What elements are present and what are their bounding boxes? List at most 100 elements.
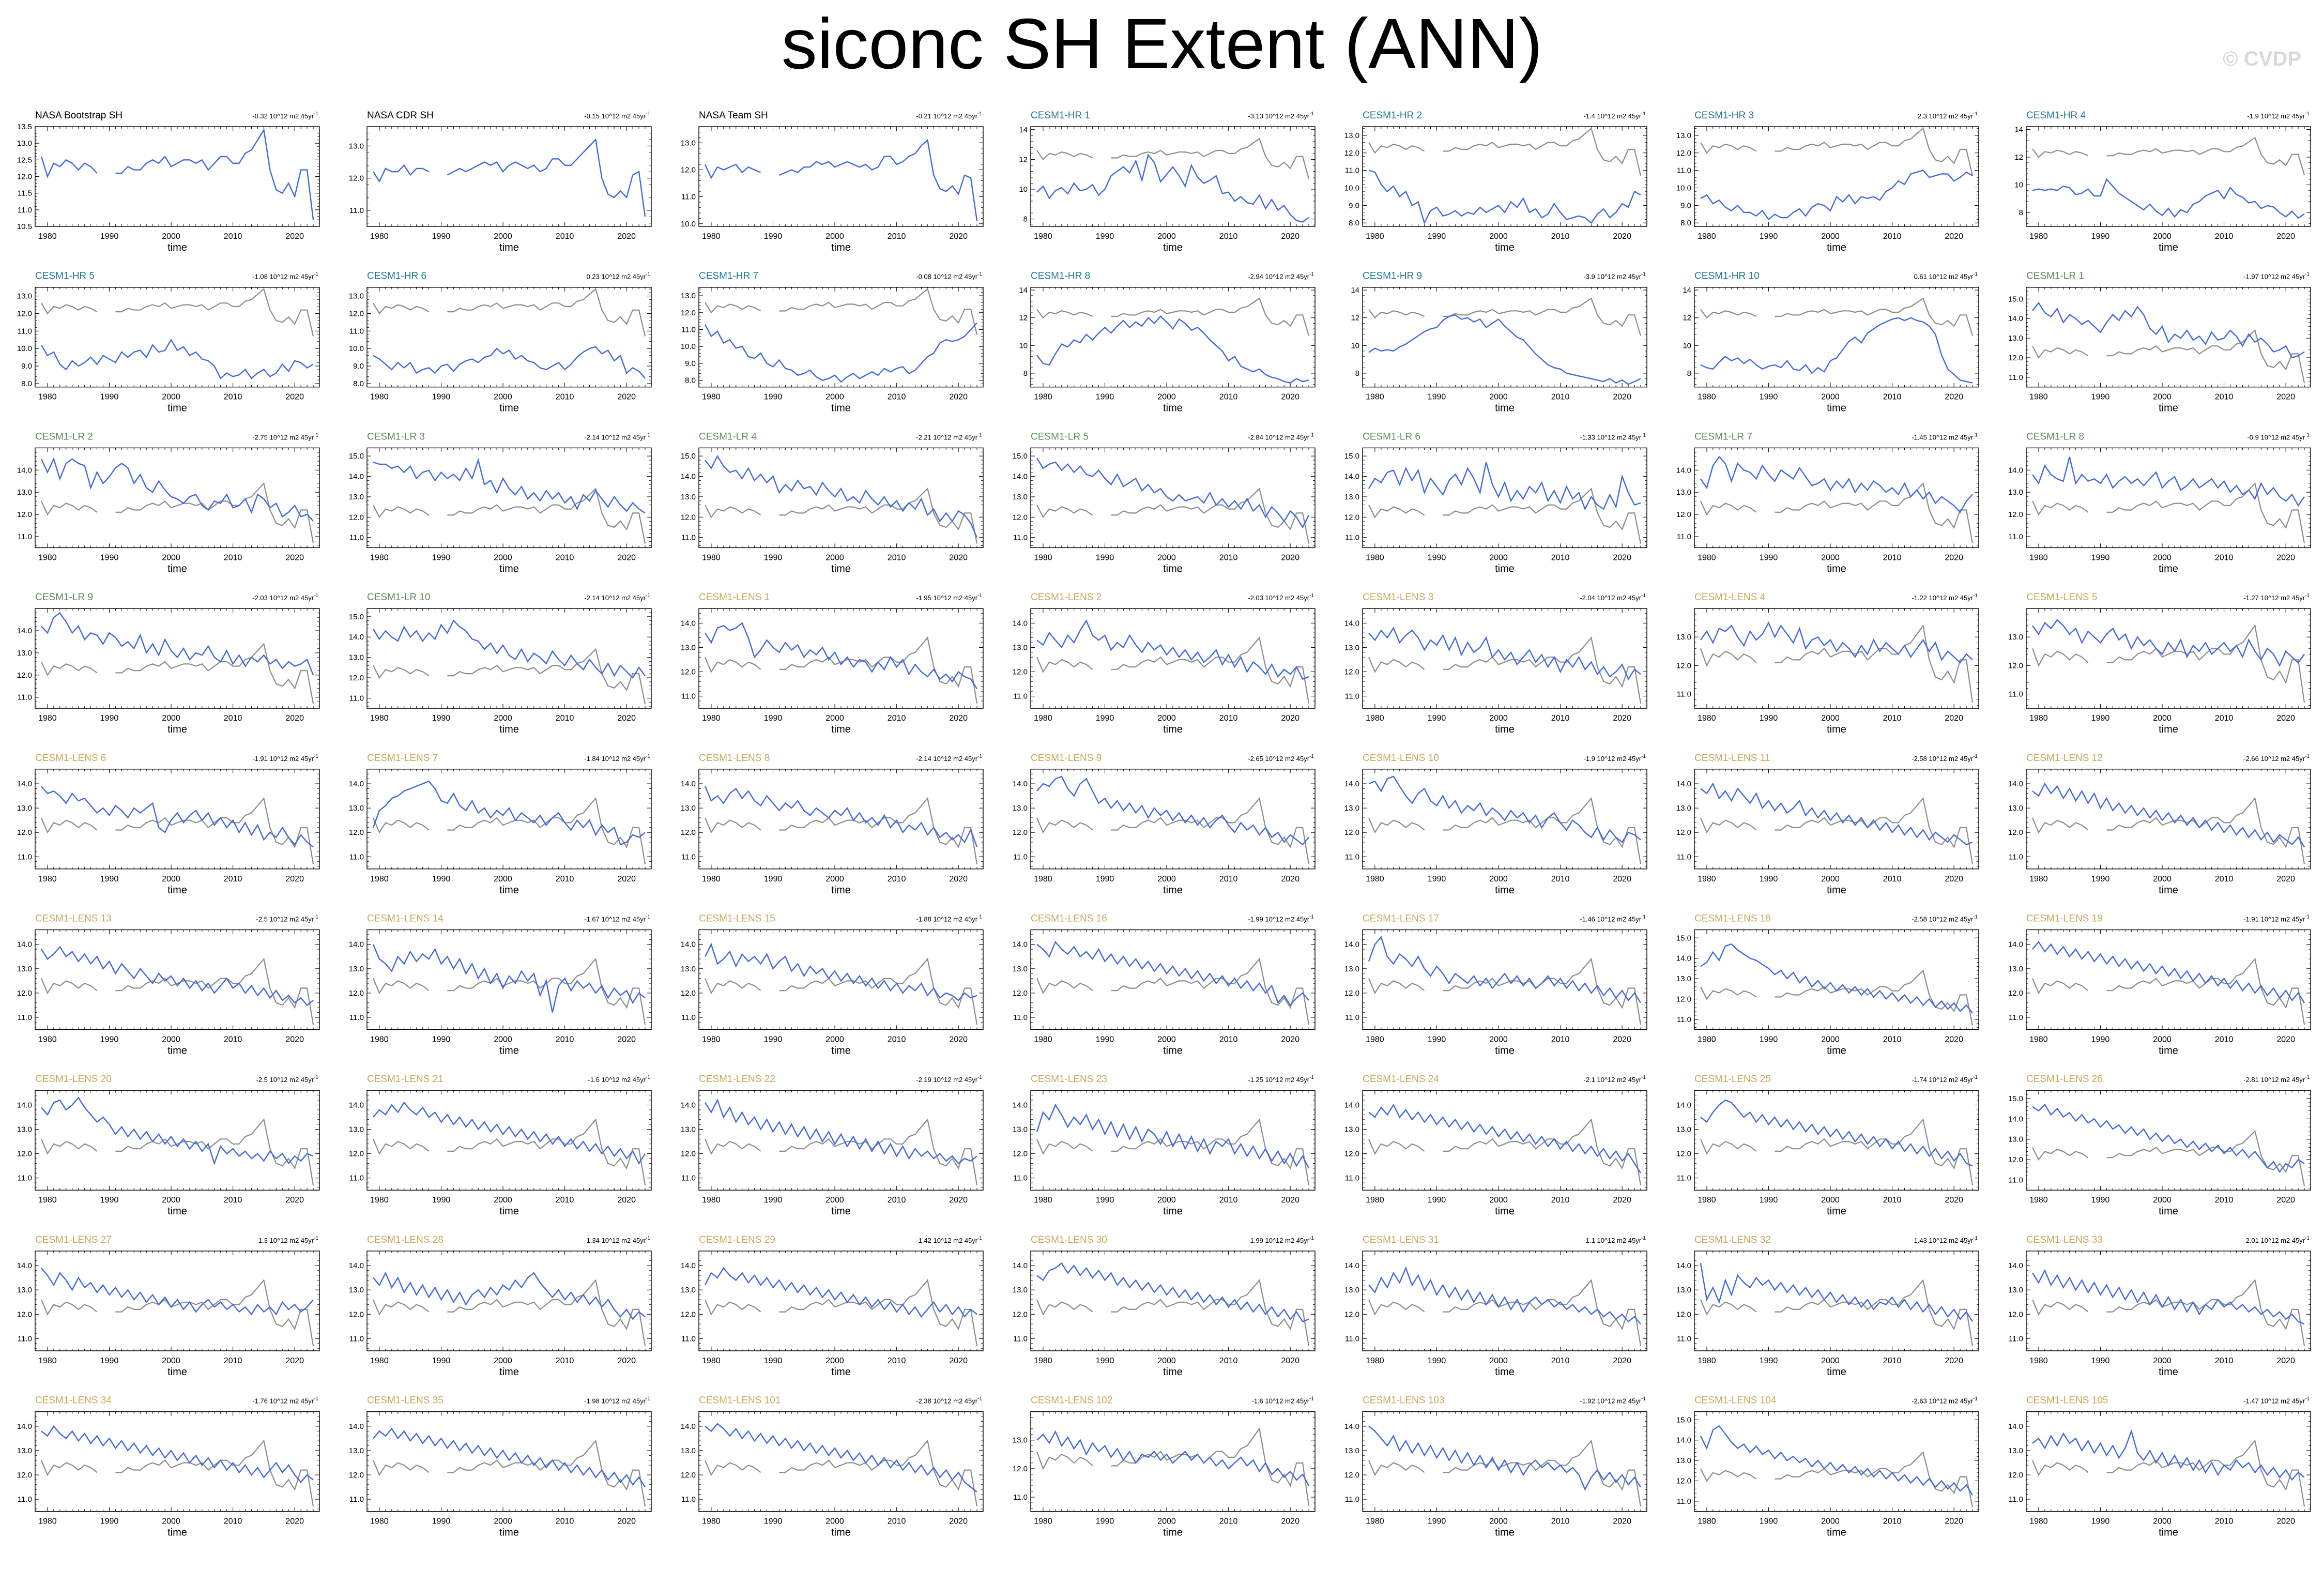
- x-axis-label: time: [499, 242, 519, 253]
- y-tick-label: 13.0: [17, 804, 32, 813]
- y-tick-label: 14.0: [349, 633, 364, 642]
- x-tick-label: 2010: [888, 393, 906, 402]
- x-tick-label: 2010: [2215, 714, 2234, 723]
- y-tick-label: 11.0: [1677, 532, 1691, 541]
- y-tick-label: 15.0: [349, 452, 364, 461]
- y-tick-label: 13.0: [2008, 334, 2023, 343]
- x-tick-label: 2020: [1281, 232, 1299, 241]
- x-axis-label: time: [1495, 242, 1515, 253]
- y-tick-label: 11.0: [18, 327, 32, 336]
- reference-series-line: [1368, 636, 1642, 704]
- x-tick-label: 1990: [100, 714, 119, 723]
- x-axis-label: time: [1827, 403, 1846, 414]
- x-tick-label: 2020: [1945, 393, 1963, 402]
- reference-series-line: [1036, 138, 1310, 179]
- x-tick-label: 1980: [2029, 232, 2048, 241]
- plot-frame: [1694, 447, 1979, 549]
- y-tick-label: 14.0: [1676, 466, 1691, 475]
- y-tick-label: 15.0: [1013, 452, 1028, 461]
- y-tick-label: 14: [2014, 125, 2023, 134]
- y-tick-label: 10.0: [1676, 184, 1691, 193]
- y-tick-label: 10.0: [681, 220, 696, 229]
- x-tick-label: 1980: [1698, 393, 1716, 402]
- y-tick-label: 9.0: [1349, 201, 1359, 210]
- plot-frame: [35, 126, 320, 227]
- x-tick-label: 1990: [764, 714, 783, 723]
- y-tick-label: 11.5: [18, 189, 32, 198]
- reference-series-line: [2032, 136, 2305, 176]
- y-tick-label: 11.0: [18, 693, 32, 702]
- y-tick-label: 15.0: [2008, 295, 2023, 303]
- trend-label: -2.21 10^12 m2 45yr-1: [916, 432, 982, 441]
- x-tick-label: 2010: [224, 875, 242, 883]
- series-line: [40, 457, 314, 522]
- panel-title: CESM1-LR 4: [699, 431, 757, 442]
- x-tick-label: 2020: [1613, 714, 1631, 723]
- y-tick-label: 12.0: [1676, 149, 1691, 158]
- x-tick-label: 2010: [1883, 393, 1902, 402]
- y-tick-label: 8: [1687, 369, 1691, 378]
- y-tick-label: 12.0: [1676, 510, 1691, 519]
- x-tick-label: 2020: [617, 875, 636, 883]
- trend-label: -0.32 10^12 m2 45yr-1: [252, 111, 318, 120]
- x-tick-label: 1980: [1034, 553, 1052, 562]
- x-tick-label: 1980: [1366, 714, 1384, 723]
- x-tick-label: 2020: [1613, 553, 1631, 562]
- x-tick-label: 2020: [1945, 714, 1963, 723]
- trend-label: -2.03 10^12 m2 45yr-1: [252, 593, 318, 602]
- y-tick-label: 11.0: [1013, 692, 1028, 701]
- y-tick-label: 11.0: [349, 852, 364, 861]
- series-line: [372, 138, 646, 217]
- y-tick-label: 13.0: [349, 653, 364, 662]
- x-axis-label: time: [499, 403, 519, 414]
- y-tick-label: 14.0: [17, 466, 32, 475]
- cvdp-watermark: © CVDP: [2223, 48, 2301, 71]
- series-line: [1700, 455, 1973, 513]
- trend-label: -1.08 10^12 m2 45yr-1: [252, 272, 318, 281]
- panel-title: CESM1-LR 10: [367, 592, 431, 603]
- panel-title: CESM1-LENS 4: [1694, 592, 1766, 603]
- x-tick-label: 1980: [2029, 553, 2048, 562]
- x-axis-label: time: [1495, 724, 1515, 735]
- x-tick-label: 2000: [1821, 232, 1840, 241]
- x-tick-label: 1990: [764, 553, 783, 562]
- x-tick-label: 2010: [1219, 714, 1238, 723]
- panel: CESM1-LR 6 -1.33 10^12 m2 45yr-1 1980 1990 2…: [1344, 431, 1647, 574]
- trend-label: -2.75 10^12 m2 45yr-1: [252, 432, 318, 441]
- trend-label: -0.21 10^12 m2 45yr-1: [916, 111, 982, 120]
- y-tick-label: 11.0: [681, 325, 696, 334]
- x-tick-label: 2000: [1489, 553, 1508, 562]
- y-tick-label: 14.0: [2008, 466, 2023, 475]
- series-line: [704, 139, 978, 221]
- y-tick-label: 13.0: [681, 139, 696, 147]
- panel: NASA Bootstrap SH -0.32 10^12 m2 45yr-1 19…: [17, 110, 320, 253]
- y-tick-label: 13.0: [1013, 493, 1028, 501]
- x-tick-label: 2020: [285, 232, 304, 241]
- trend-label: -0.08 10^12 m2 45yr-1: [916, 272, 982, 281]
- panel: NASA CDR SH -0.15 10^12 m2 45yr-1 1980 1990…: [349, 110, 652, 253]
- y-tick-label: 10: [1019, 185, 1028, 194]
- x-tick-label: 2000: [825, 553, 844, 562]
- plot-frame: [1694, 608, 1979, 709]
- x-tick-label: 2020: [949, 714, 968, 723]
- x-axis-label: time: [1163, 563, 1183, 574]
- y-tick-label: 12.0: [17, 671, 32, 680]
- y-tick-label: 12.0: [1013, 513, 1028, 522]
- y-tick-label: 9.0: [21, 362, 32, 371]
- x-axis-label: time: [167, 724, 187, 735]
- plot-frame: [1030, 126, 1316, 227]
- y-tick-label: 13.0: [681, 643, 696, 652]
- x-tick-label: 1980: [370, 393, 389, 402]
- reference-series-line: [41, 288, 314, 337]
- x-tick-label: 2010: [888, 553, 906, 562]
- y-tick-label: 14.0: [349, 780, 364, 788]
- y-tick-label: 14.0: [349, 473, 364, 481]
- y-tick-label: 10: [2014, 181, 2023, 190]
- series-line: [1368, 627, 1641, 681]
- y-tick-label: 11.0: [2009, 690, 2023, 699]
- x-tick-label: 2010: [556, 875, 574, 883]
- y-tick-label: 14.0: [17, 780, 32, 788]
- reference-series-line: [40, 797, 314, 864]
- x-tick-label: 1980: [370, 232, 389, 241]
- x-tick-label: 2010: [556, 232, 574, 241]
